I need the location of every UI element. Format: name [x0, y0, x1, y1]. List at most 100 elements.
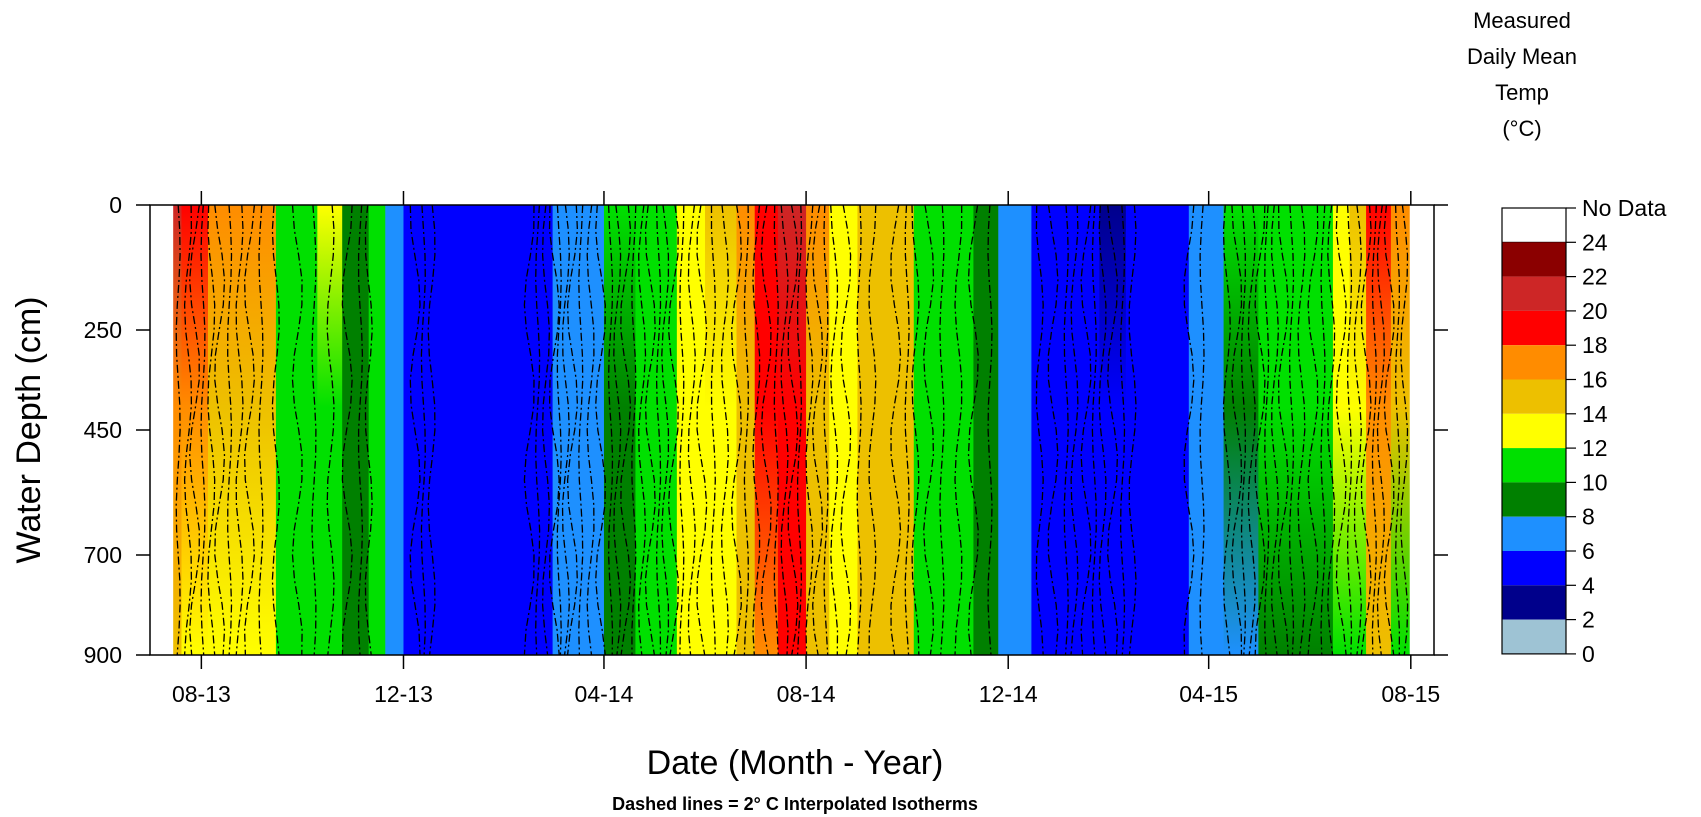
x-tick-label: 08-15 [1381, 681, 1440, 707]
isotherm-line [541, 205, 551, 655]
isotherm-line [868, 205, 877, 655]
isotherm-lines [175, 205, 1409, 655]
x-tick-label: 08-13 [172, 681, 231, 707]
isotherm-line [1271, 205, 1280, 655]
isotherm-line [679, 205, 685, 655]
isotherm-line [830, 205, 839, 655]
isotherm-line [644, 205, 656, 655]
temperature-column [403, 205, 554, 655]
y-tick-label: 250 [84, 317, 122, 343]
legend-no-data-swatch [1501, 207, 1567, 243]
isotherm-line [1098, 205, 1107, 655]
isotherm-line [227, 205, 233, 655]
temperature-column [829, 205, 859, 655]
temperature-column [777, 205, 807, 655]
isotherm-line [638, 205, 647, 655]
isotherm-line [1107, 205, 1119, 655]
isotherm-line [1231, 205, 1243, 655]
isotherm-line [620, 205, 632, 655]
isotherm-line [1360, 205, 1372, 655]
legend-swatch [1502, 345, 1566, 380]
isotherm-line [271, 205, 280, 655]
isotherm-line [556, 205, 562, 655]
isotherm-line [752, 205, 761, 655]
isotherm-line [561, 205, 570, 655]
isotherm-note: Dashed lines = 2° C Interpolated Isother… [612, 794, 978, 814]
y-tick-label: 700 [84, 542, 122, 568]
temperature-column [1223, 205, 1259, 655]
isotherm-line [1394, 205, 1401, 655]
isotherm-line [586, 205, 595, 655]
temperature-column [368, 205, 386, 655]
isotherm-line [856, 205, 862, 655]
isotherm-line [548, 205, 560, 655]
legend-swatch [1502, 413, 1566, 449]
temperature-column [317, 205, 343, 655]
isotherm-line [987, 205, 993, 655]
temperature-column [173, 205, 183, 655]
temperature-column [275, 205, 318, 655]
temperature-column [1289, 205, 1334, 655]
isotherm-line [175, 205, 181, 655]
isotherm-line [667, 205, 679, 655]
isotherm-line [364, 205, 373, 655]
isotherm-line [840, 205, 852, 655]
isotherm-line [923, 205, 935, 655]
isotherm-line [235, 205, 244, 655]
x-tick-label: 08-14 [777, 681, 836, 707]
x-axis: 08-13 12-13 04-14 08-14 12-14 04-15 08-15 [172, 191, 1440, 707]
isotherm-line [566, 205, 579, 655]
isotherm-line [1383, 205, 1395, 655]
legend-tick-label: 14 [1582, 401, 1608, 427]
isotherm-line [1091, 205, 1097, 655]
isotherm-line [258, 205, 264, 655]
isotherm-line [420, 205, 426, 655]
isotherm-line [631, 205, 637, 655]
legend-swatch [1502, 551, 1566, 586]
isotherm-line [720, 205, 730, 655]
x-tick-label: 04-15 [1179, 681, 1238, 707]
isotherm-line [595, 205, 606, 655]
temperature-column [736, 205, 756, 655]
temperature-column [973, 205, 999, 655]
isotherm-line [1183, 205, 1195, 655]
isotherm-line [967, 205, 979, 655]
isotherm-line [954, 205, 963, 655]
isotherm-line [200, 205, 206, 655]
y-axis: 0 250 450 700 900 [84, 192, 1448, 668]
isotherm-line [1264, 205, 1270, 655]
temperature-column [207, 205, 277, 655]
isotherm-line [357, 205, 364, 655]
legend-swatch [1502, 448, 1566, 483]
isotherm-line [1047, 205, 1059, 655]
isotherm-line [780, 205, 789, 655]
legend-tick-label: 22 [1582, 264, 1608, 290]
isotherm-line [1080, 205, 1092, 655]
isotherm-line [607, 205, 614, 655]
legend-frame [1501, 207, 1567, 655]
isotherm-line [189, 205, 200, 655]
isotherm-line [1070, 205, 1079, 655]
isotherm-line [730, 205, 742, 655]
legend-tick-label: 0 [1582, 641, 1595, 667]
legend-swatch [1502, 276, 1566, 311]
legend-swatch [1502, 585, 1566, 620]
legend-tick-label: 8 [1582, 504, 1595, 530]
isotherm-line [427, 205, 436, 655]
isotherm-line [710, 205, 716, 655]
isotherm-line [1320, 205, 1326, 655]
isotherm-line [939, 205, 945, 655]
isotherm-line [1035, 205, 1044, 655]
isotherm-line [1240, 205, 1246, 655]
isotherm-line [1400, 205, 1409, 655]
isotherm-line [1247, 205, 1256, 655]
legend-swatch [1502, 379, 1566, 414]
isotherm-line [613, 205, 622, 655]
y-axis-title: Water Depth (cm) [10, 296, 48, 563]
legend-title-line: Measured [1473, 8, 1571, 33]
isotherm-line [1063, 205, 1069, 655]
isotherm-line [743, 205, 749, 655]
y-tick-label: 450 [84, 417, 122, 443]
temperature-column [635, 205, 678, 655]
